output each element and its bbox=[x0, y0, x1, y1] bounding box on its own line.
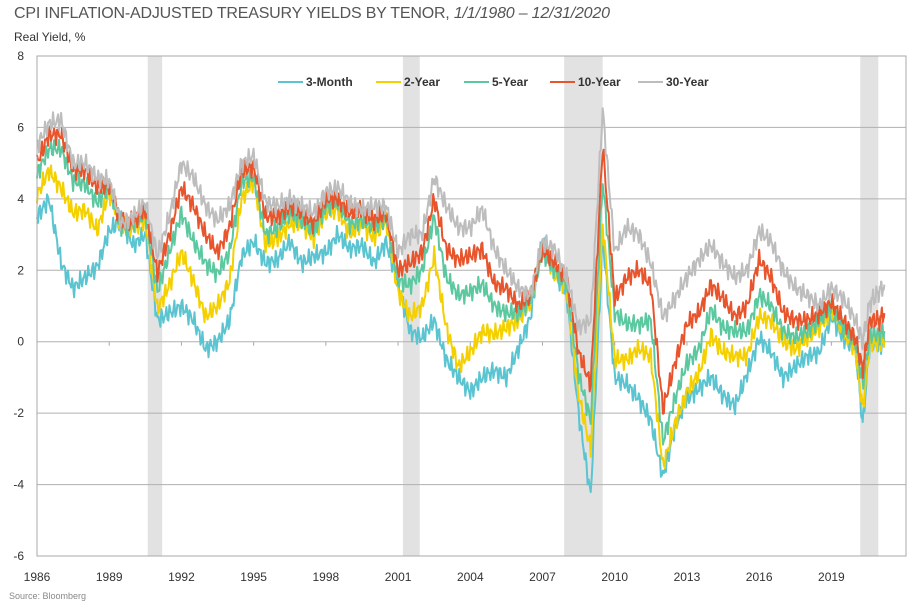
y-tick-label: 8 bbox=[17, 49, 24, 63]
recession-band bbox=[402, 56, 420, 556]
x-tick-label: 1986 bbox=[24, 570, 51, 584]
y-tick-label: 0 bbox=[17, 335, 24, 349]
series-line-30-year bbox=[36, 107, 886, 351]
series-line-10-year bbox=[36, 125, 886, 415]
legend: 3-Month 2-Year 5-Year 10-Year 30-Year bbox=[278, 75, 709, 89]
legend-label: 10-Year bbox=[578, 75, 621, 89]
y-tick-label: 6 bbox=[17, 120, 24, 134]
chart-title-text: CPI INFLATION-ADJUSTED TREASURY YIELDS B… bbox=[14, 5, 450, 22]
x-tick-label: 2019 bbox=[818, 570, 845, 584]
y-axis-label: Real Yield, % bbox=[14, 30, 86, 44]
legend-label: 30-Year bbox=[666, 75, 709, 89]
y-tick-label: -2 bbox=[13, 406, 24, 420]
x-tick-label: 1989 bbox=[96, 570, 123, 584]
series-lines bbox=[36, 107, 886, 494]
y-tick-label: 2 bbox=[17, 263, 24, 277]
source-note: Source: Bloomberg bbox=[9, 591, 87, 601]
plot-frame bbox=[36, 55, 907, 557]
legend-label: 2-Year bbox=[404, 75, 440, 89]
legend-label: 3-Month bbox=[306, 75, 353, 89]
series-line-2-year bbox=[36, 164, 886, 469]
x-tick-label: 1992 bbox=[168, 570, 195, 584]
series-line-5-year bbox=[36, 138, 886, 446]
chart-title-dates: 1/1/1980 – 12/31/2020 bbox=[453, 5, 610, 22]
y-tick-label: -6 bbox=[13, 549, 24, 563]
x-tick-label: 1998 bbox=[313, 570, 340, 584]
x-tick-label: 1995 bbox=[240, 570, 267, 584]
y-tick-label: -4 bbox=[13, 478, 24, 492]
legend-label: 5-Year bbox=[492, 75, 528, 89]
x-tick-label: 2007 bbox=[529, 570, 556, 584]
chart-title: CPI INFLATION-ADJUSTED TREASURY YIELDS B… bbox=[14, 5, 610, 23]
x-tick-label: 2004 bbox=[457, 570, 484, 584]
axis-ticks: -6 -4 -2 0 2 4 6 8 1986 1989 1992 1995 1998 2001 2004 2… bbox=[13, 49, 845, 584]
x-tick-label: 2013 bbox=[674, 570, 701, 584]
y-tick-label: 4 bbox=[17, 192, 24, 206]
series-line-3-month bbox=[36, 193, 886, 494]
x-tick-label: 2010 bbox=[601, 570, 628, 584]
x-tick-label: 2001 bbox=[385, 570, 412, 584]
x-tick-label: 2016 bbox=[746, 570, 773, 584]
gridlines bbox=[37, 126, 906, 486]
